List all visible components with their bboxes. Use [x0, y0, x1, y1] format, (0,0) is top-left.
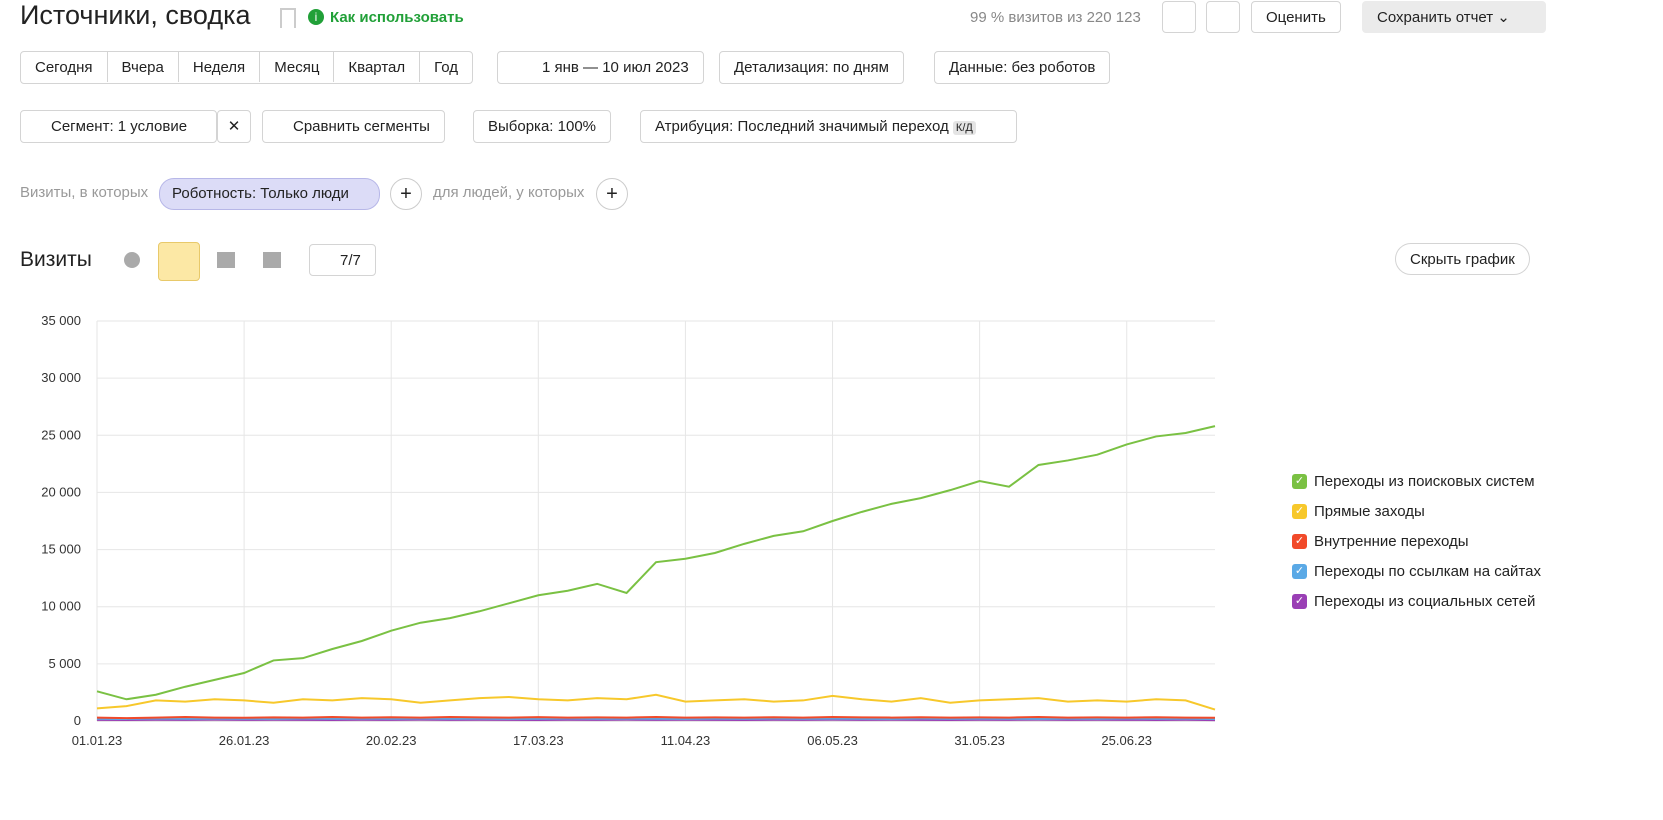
legend-label: Внутренние переходы [1314, 532, 1469, 550]
chart-title: Визиты [20, 248, 92, 271]
area-view-button[interactable] [217, 252, 235, 268]
period-button[interactable]: Сегодня [21, 52, 108, 82]
legend-item[interactable]: ✓ Внутренние переходы [1292, 526, 1541, 556]
help-link[interactable]: Как использовать [330, 9, 464, 26]
series-line [96, 425, 1216, 701]
page-title: Источники, сводка [20, 0, 251, 30]
chart: 0 5 000 10 000 15 000 20 000 25 000 30 000 35 0… [41, 313, 1216, 748]
filter-prefix: Визиты, в которых [20, 184, 149, 201]
y-tick-label: 15 000 [41, 542, 81, 557]
legend-label: Переходы из социальных сетей [1314, 592, 1536, 610]
period-button[interactable]: Год [434, 59, 459, 76]
bookmark-icon[interactable] [280, 8, 296, 28]
legend-item[interactable]: ✓ Прямые заходы [1292, 496, 1541, 526]
notes-select[interactable]: 7/7 [309, 244, 376, 276]
legend-checkbox[interactable]: ✓ [1292, 473, 1307, 489]
people-prefix: для людей, у которых [433, 184, 585, 201]
legend-checkbox[interactable]: ✓ [1292, 533, 1307, 549]
y-tick-label: 30 000 [41, 370, 81, 385]
legend-label: Прямые заходы [1314, 502, 1425, 520]
legend-label: Переходы по ссылкам на сайтах [1314, 562, 1541, 580]
x-tick-label: 25.06.23 [1101, 733, 1152, 748]
y-tick-label: 10 000 [41, 599, 81, 614]
legend-item[interactable]: ✓ Переходы из социальных сетей [1292, 586, 1541, 616]
y-tick-label: 20 000 [41, 484, 81, 499]
y-tick-label: 0 [74, 713, 81, 728]
robots-select[interactable]: Данные: без роботов [934, 51, 1111, 84]
x-tick-label: 31.05.23 [954, 733, 1005, 748]
period-button[interactable]: Неделя [179, 52, 261, 82]
period-button[interactable]: Месяц [260, 52, 335, 82]
save-button[interactable]: Сохранить отчет ⌄ [1362, 1, 1546, 33]
info-icon: i [308, 9, 324, 25]
y-tick-label: 5 000 [48, 656, 81, 671]
pie-view-button[interactable] [124, 252, 140, 268]
compare-select[interactable]: Сравнить сегменты [262, 110, 445, 143]
detail-select[interactable]: Детализация: по дням [719, 51, 904, 84]
x-tick-label: 17.03.23 [513, 733, 564, 748]
segment-clear[interactable]: ✕ [217, 110, 251, 143]
sample-select[interactable]: Выборка: 100% [473, 110, 611, 143]
hide-chart-button[interactable]: Скрыть график [1395, 243, 1530, 275]
x-tick-label: 11.04.23 [661, 733, 711, 748]
legend-item[interactable]: ✓ Переходы по ссылкам на сайтах [1292, 556, 1541, 586]
legend-checkbox[interactable]: ✓ [1292, 503, 1307, 519]
legend: ✓ Переходы из поисковых систем ✓ Прямые зах… [1292, 466, 1541, 616]
legend-label: Переходы из поисковых систем [1314, 472, 1535, 490]
add-visit-filter[interactable]: + [390, 178, 422, 210]
period-switch: Сегодня Вчера Неделя Месяц Квартал Год [20, 51, 474, 84]
history-button[interactable] [1162, 1, 1196, 33]
x-tick-label: 06.05.23 [807, 733, 858, 748]
line-view-button[interactable] [158, 242, 200, 281]
attribution-label: Атрибуция: Последний значимый переход [655, 118, 949, 135]
series-line [96, 693, 1216, 711]
x-tick-label: 20.02.23 [366, 733, 417, 748]
legend-checkbox[interactable]: ✓ [1292, 563, 1307, 579]
attribution-select[interactable]: Атрибуция: Последний значимый переход К/… [640, 110, 1017, 143]
period-button[interactable]: Квартал [334, 52, 421, 82]
period-button[interactable]: Вчера [108, 52, 179, 82]
attribution-badge: К/Д [952, 121, 976, 135]
y-tick-label: 25 000 [41, 427, 81, 442]
save-label: Сохранить отчет [1377, 9, 1494, 26]
x-tick-label: 26.01.23 [219, 733, 270, 748]
date-range[interactable]: 1 янв — 10 июл 2023 [497, 51, 704, 84]
legend-checkbox[interactable]: ✓ [1292, 593, 1307, 609]
sampling-info: 99 % визитов из 220 123 [970, 9, 1141, 26]
filter-chip[interactable]: Роботность: Только люди [159, 178, 380, 210]
segment-select[interactable]: Сегмент: 1 условие [20, 110, 217, 143]
x-tick-label: 01.01.23 [72, 733, 123, 748]
bar-view-button[interactable] [263, 252, 281, 268]
series-line [96, 715, 1216, 720]
y-tick-label: 35 000 [41, 313, 81, 328]
add-people-filter[interactable]: + [596, 178, 628, 210]
legend-item[interactable]: ✓ Переходы из поисковых систем [1292, 466, 1541, 496]
rate-button[interactable]: Оценить [1251, 1, 1341, 33]
share-button[interactable] [1206, 1, 1240, 33]
